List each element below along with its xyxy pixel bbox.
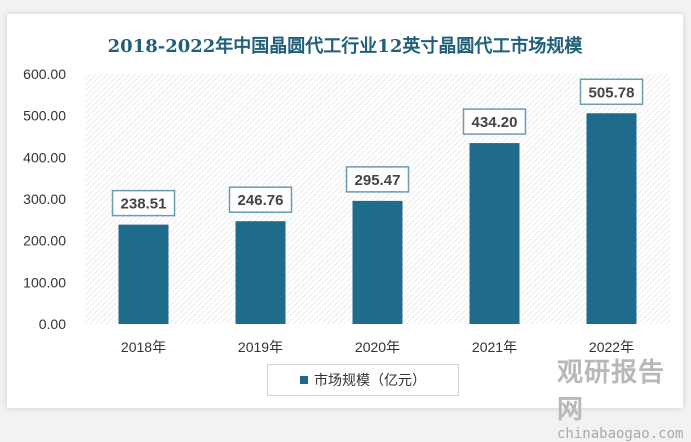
x-tick-label: 2020年 (355, 339, 400, 355)
legend-swatch (300, 376, 308, 384)
legend: 市场规模（亿元） (267, 364, 459, 396)
bar (352, 200, 403, 324)
y-tick-label: 600.00 (23, 66, 66, 82)
data-label-box (462, 108, 527, 135)
data-label: 246.76 (238, 192, 284, 209)
data-label-box (345, 166, 410, 193)
bar (235, 221, 286, 324)
data-label: 238.51 (121, 196, 167, 213)
y-tick-label: 100.00 (23, 274, 66, 290)
x-tick-label: 2022年 (589, 339, 634, 355)
data-label: 434.20 (472, 114, 518, 131)
bar (469, 143, 520, 324)
data-label: 295.47 (355, 172, 401, 189)
y-tick-label: 500.00 (23, 108, 66, 124)
data-label-box (111, 189, 176, 217)
y-tick-label: 0.00 (39, 316, 66, 332)
bar (118, 224, 169, 324)
y-tick-label: 400.00 (23, 149, 66, 165)
data-label: 505.78 (589, 84, 635, 101)
bar (586, 113, 637, 324)
x-tick-label: 2019年 (238, 339, 283, 355)
y-tick-label: 200.00 (23, 233, 66, 249)
chart-title: 2018-2022年中国晶圆代工行业12英寸晶圆代工市场规模 (107, 36, 583, 57)
x-tick-label: 2018年 (121, 339, 166, 355)
y-tick-label: 300.00 (23, 191, 66, 207)
bar-chart: 0.00 100.00 200.00 300.00 400.00 500.00 600.00… (23, 66, 670, 355)
x-tick-label: 2021年 (472, 339, 517, 355)
legend-label: 市场规模（亿元） (314, 372, 426, 388)
data-label-box (228, 186, 293, 213)
data-label-box (579, 78, 644, 106)
